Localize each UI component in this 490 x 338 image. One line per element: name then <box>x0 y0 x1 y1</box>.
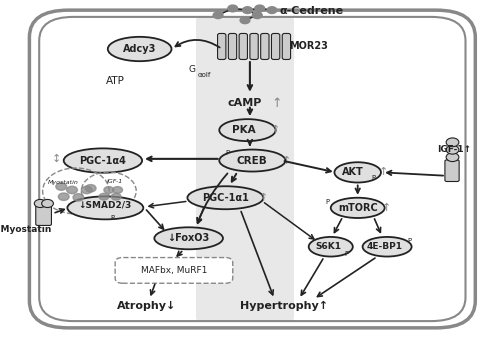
Text: Hypertrophy↑: Hypertrophy↑ <box>240 301 328 311</box>
Ellipse shape <box>309 237 353 257</box>
FancyBboxPatch shape <box>36 206 51 225</box>
Circle shape <box>446 153 459 162</box>
Text: P: P <box>111 215 115 221</box>
FancyBboxPatch shape <box>218 33 226 59</box>
Text: ↑: ↑ <box>282 155 291 166</box>
Circle shape <box>67 186 77 194</box>
Text: P: P <box>325 199 329 205</box>
FancyBboxPatch shape <box>271 33 280 59</box>
Text: Adcy3: Adcy3 <box>123 44 156 54</box>
Text: cAMP: cAMP <box>228 98 262 108</box>
Ellipse shape <box>188 186 264 209</box>
Ellipse shape <box>108 37 172 61</box>
Circle shape <box>255 5 265 12</box>
Text: ↑: ↑ <box>259 193 268 203</box>
Text: ↕: ↕ <box>51 154 61 164</box>
Ellipse shape <box>67 196 143 219</box>
Circle shape <box>99 193 109 200</box>
Ellipse shape <box>154 227 223 249</box>
Circle shape <box>73 194 84 201</box>
Circle shape <box>243 7 252 14</box>
Ellipse shape <box>363 237 412 257</box>
Text: PGC-1α1: PGC-1α1 <box>202 193 249 203</box>
Circle shape <box>111 193 121 200</box>
Ellipse shape <box>219 119 275 141</box>
Text: ↑: ↑ <box>382 203 392 213</box>
Circle shape <box>240 17 250 24</box>
Text: ↑: ↑ <box>271 97 281 110</box>
FancyBboxPatch shape <box>228 33 237 59</box>
Text: PKA: PKA <box>232 125 255 135</box>
Text: CREB: CREB <box>237 155 268 166</box>
Text: Myostatin: Myostatin <box>48 180 79 185</box>
Circle shape <box>56 183 67 190</box>
FancyBboxPatch shape <box>115 258 233 283</box>
FancyBboxPatch shape <box>261 33 269 59</box>
Text: ↑: ↑ <box>378 167 388 177</box>
Text: ATP: ATP <box>106 76 124 86</box>
Text: MAFbx, MuRF1: MAFbx, MuRF1 <box>141 266 207 275</box>
FancyBboxPatch shape <box>445 160 459 182</box>
Text: P: P <box>371 175 375 182</box>
Text: α-Cedrene: α-Cedrene <box>279 6 343 16</box>
FancyBboxPatch shape <box>282 33 291 59</box>
Circle shape <box>252 12 262 19</box>
Circle shape <box>113 187 122 193</box>
Circle shape <box>34 199 46 208</box>
Circle shape <box>446 145 459 154</box>
FancyBboxPatch shape <box>250 33 258 59</box>
Text: IGF-1: IGF-1 <box>107 179 123 184</box>
Circle shape <box>228 5 238 12</box>
Circle shape <box>104 187 114 193</box>
Circle shape <box>267 7 277 14</box>
Text: ↓FoxO3: ↓FoxO3 <box>168 233 210 243</box>
Circle shape <box>81 186 92 194</box>
Text: αolf: αolf <box>197 72 211 78</box>
Ellipse shape <box>335 162 381 183</box>
Circle shape <box>58 193 69 200</box>
Circle shape <box>85 185 96 192</box>
Text: P: P <box>226 150 230 156</box>
Circle shape <box>446 138 459 147</box>
Text: MOR23: MOR23 <box>289 41 328 51</box>
Text: S6K1: S6K1 <box>315 242 342 251</box>
Text: ↓SMAD2/3: ↓SMAD2/3 <box>79 201 132 210</box>
Text: P: P <box>408 238 412 244</box>
Text: P: P <box>344 250 348 257</box>
Ellipse shape <box>331 198 385 218</box>
Text: G: G <box>189 65 196 74</box>
Text: PGC-1α4: PGC-1α4 <box>79 155 126 166</box>
Circle shape <box>42 199 53 208</box>
FancyBboxPatch shape <box>239 33 247 59</box>
Text: IGF-1↑: IGF-1↑ <box>437 145 471 154</box>
Text: ↓Myostatin: ↓Myostatin <box>0 225 51 234</box>
Text: AKT: AKT <box>342 167 364 177</box>
Text: Atrophy↓: Atrophy↓ <box>117 301 177 311</box>
Ellipse shape <box>220 149 285 172</box>
Text: 4E-BP1: 4E-BP1 <box>367 242 403 251</box>
Text: mTORC: mTORC <box>338 203 378 213</box>
Ellipse shape <box>64 148 142 173</box>
FancyBboxPatch shape <box>196 17 294 321</box>
Circle shape <box>213 12 223 19</box>
Text: ↑: ↑ <box>271 125 280 135</box>
